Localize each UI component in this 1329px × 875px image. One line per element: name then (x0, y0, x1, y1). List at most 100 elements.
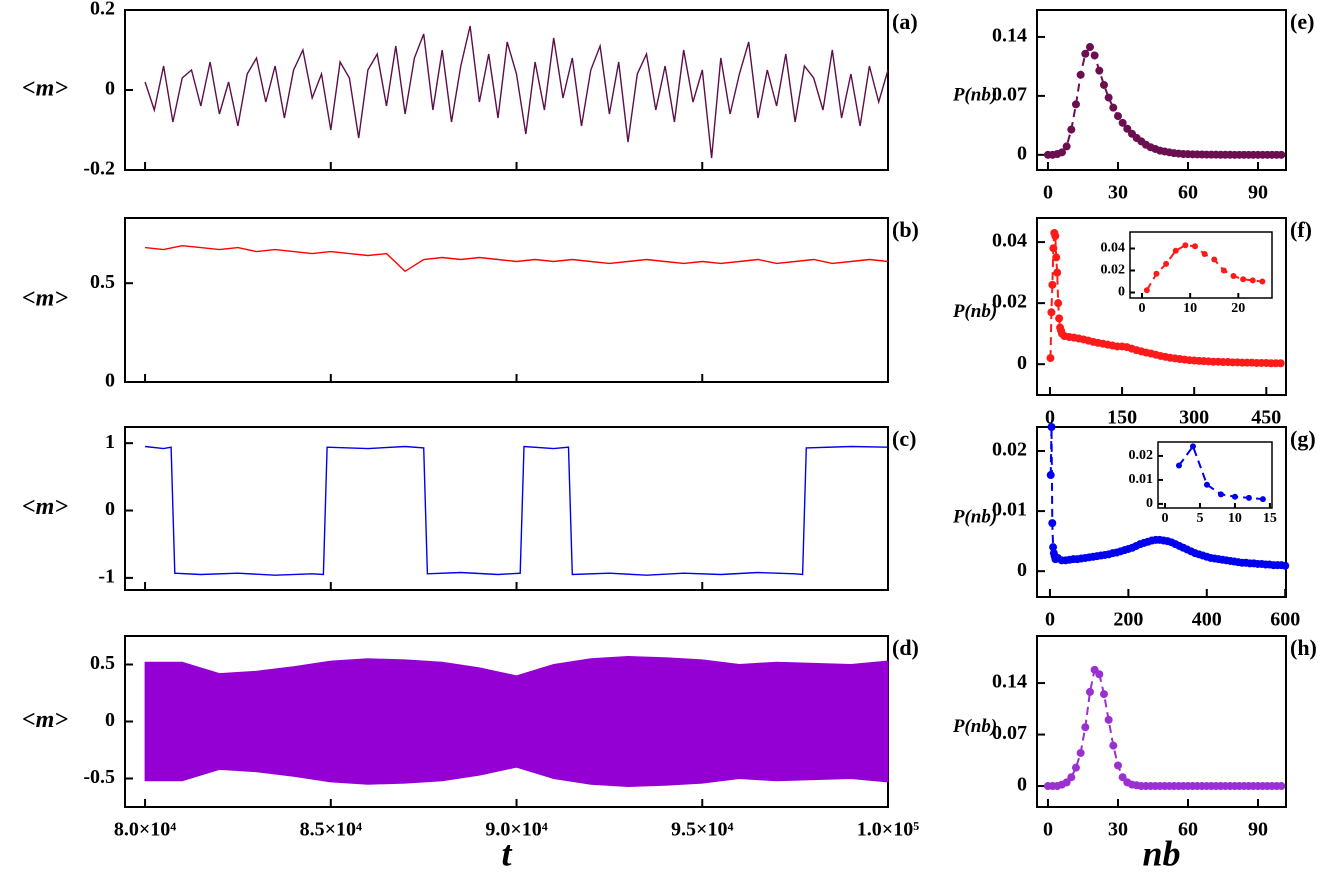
frame (124, 217, 889, 383)
data-point (1201, 251, 1208, 257)
data-point (1055, 314, 1064, 323)
x-tick-label: 0 (1045, 407, 1055, 429)
data-point (1071, 763, 1080, 772)
data-point (1182, 242, 1189, 249)
x-tick-label: 60 (1178, 182, 1198, 204)
data-point (1095, 670, 1104, 679)
data-point (1067, 773, 1076, 782)
y-tick-label: 0.5 (90, 652, 115, 674)
y-tick-label: 0 (1118, 285, 1125, 300)
y-tick-label: 0.5 (90, 271, 115, 293)
data-point (1071, 100, 1080, 109)
panel-label: (c) (892, 426, 916, 451)
data-point (1175, 462, 1182, 469)
data-point (1095, 66, 1104, 75)
data-point (1118, 773, 1127, 782)
x-tick-label: 20 (1231, 301, 1245, 316)
x-tick-label: 0 (1161, 511, 1168, 526)
panel-label: (b) (892, 217, 919, 242)
panel-label: (e) (1290, 9, 1314, 34)
data-point (1113, 112, 1122, 121)
data-point (1217, 491, 1224, 498)
y-axis-label: <m> (22, 286, 68, 312)
data-point (1191, 243, 1198, 250)
data-point (1277, 150, 1286, 159)
x-tick-label: 9.5×10⁴ (671, 819, 733, 841)
y-tick-label: 0 (1017, 352, 1027, 374)
frame (1129, 231, 1273, 299)
y-tick-label: -0.2 (83, 158, 115, 180)
data-point (1240, 276, 1247, 283)
data-point (1081, 49, 1090, 58)
data-point (1230, 273, 1237, 279)
data-point (1099, 80, 1108, 89)
y-tick-label: -1 (98, 565, 115, 587)
data-point (1189, 443, 1196, 450)
y-tick-label: 0 (105, 370, 115, 392)
data-point (1090, 51, 1099, 60)
data-line (145, 244, 889, 273)
y-tick-label: 0.01 (992, 499, 1027, 521)
x-tick-label: 10 (1183, 301, 1197, 316)
data-point (1220, 267, 1227, 274)
data-point (1049, 244, 1058, 253)
data-point (1203, 481, 1210, 488)
data-point (1085, 687, 1094, 696)
y-tick-label: 0 (1146, 496, 1153, 511)
y-axis-label: <m> (22, 76, 68, 102)
data-point (1047, 423, 1056, 431)
y-axis-label: P(nb) (952, 84, 997, 105)
data-point (1099, 690, 1108, 699)
data-point (1048, 519, 1057, 528)
data-point (1085, 43, 1094, 52)
x-tick-label: 0 (1139, 301, 1146, 316)
y-axis-label: P(nb) (952, 716, 997, 737)
y-tick-label: 1 (105, 431, 115, 453)
data-point (1153, 270, 1160, 277)
data-point (1104, 715, 1113, 724)
x-tick-label: 5 (1196, 511, 1203, 526)
x-tick-label: 450 (1251, 407, 1281, 429)
data-point (1052, 253, 1061, 262)
data-point (1277, 782, 1286, 791)
y-tick-label: 0.01 (1129, 472, 1154, 487)
panel-label: (a) (892, 9, 918, 34)
panel-label: (d) (892, 635, 919, 660)
data-point (1123, 124, 1132, 133)
data-point (1109, 741, 1118, 750)
frame (1036, 217, 1287, 396)
data-point (1143, 287, 1150, 294)
data-point (1211, 256, 1218, 263)
frame (1157, 441, 1273, 509)
y-axis-label: P(nb) (952, 506, 997, 527)
data-point (1104, 93, 1113, 102)
data-point (1259, 496, 1266, 503)
x-tick-label: 0 (1043, 182, 1053, 204)
frame (1036, 9, 1287, 171)
x-tick-label: 8.5×10⁴ (300, 819, 362, 841)
data-point (1245, 494, 1252, 501)
inset-bg (1130, 232, 1272, 298)
y-tick-label: 0.14 (992, 671, 1027, 693)
data-point (1076, 748, 1085, 757)
x-tick-label: 10 (1228, 511, 1242, 526)
data-point (1076, 70, 1085, 79)
y-tick-label: 0 (105, 498, 115, 520)
x-tick-label: 9.0×10⁴ (485, 819, 547, 841)
data-point (1067, 125, 1076, 134)
data-point (1081, 723, 1090, 732)
y-tick-label: 0 (105, 709, 115, 731)
data-point (1047, 308, 1056, 317)
y-tick-label: 0.04 (992, 230, 1027, 252)
data-point (1231, 493, 1238, 500)
data-point (1053, 268, 1062, 277)
panel-label: (g) (1290, 426, 1316, 451)
panel-label: (f) (1290, 217, 1312, 242)
data-point (1281, 561, 1290, 570)
frame (124, 9, 889, 171)
x-tick-label: 0 (1043, 819, 1053, 841)
y-tick-label: 0 (1017, 142, 1027, 164)
inset-bg (1158, 442, 1272, 508)
x-tick-label: 0 (1045, 609, 1055, 631)
